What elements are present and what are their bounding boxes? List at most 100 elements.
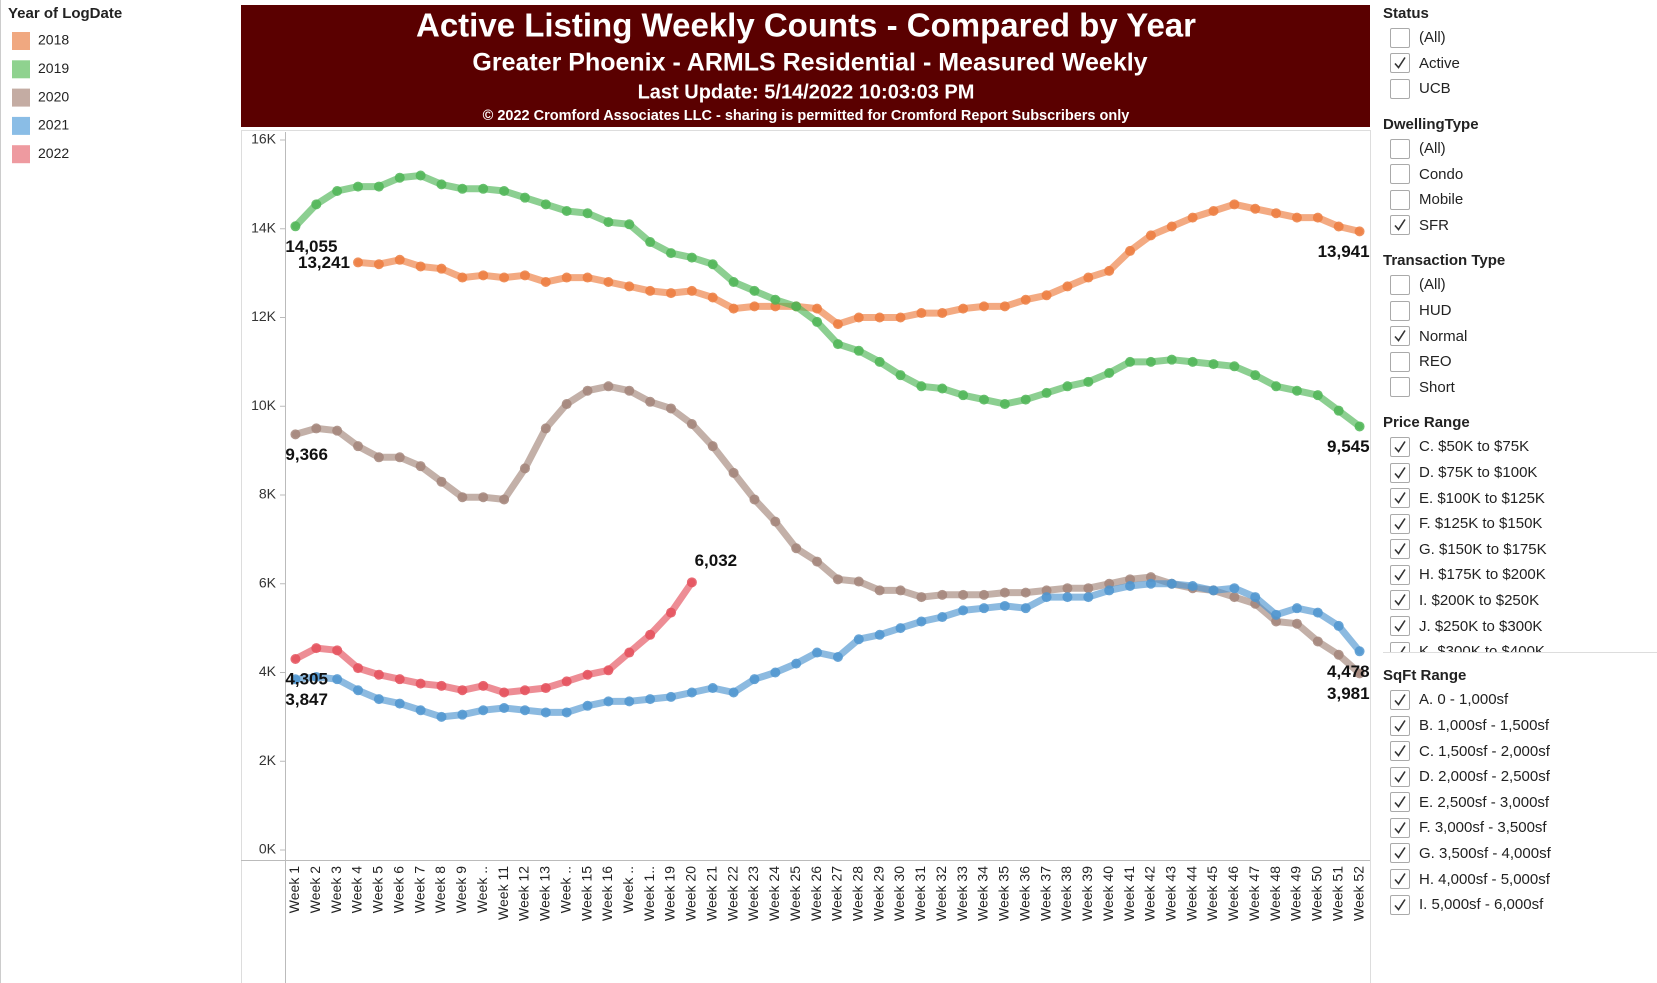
filter-option[interactable]: (All) xyxy=(1383,272,1657,298)
checkbox[interactable] xyxy=(1390,189,1410,210)
data-point xyxy=(749,301,760,312)
checkbox[interactable] xyxy=(1390,138,1410,159)
filter-option[interactable]: I. $200K to $250K xyxy=(1383,588,1657,614)
data-point xyxy=(1062,381,1073,392)
data-point xyxy=(832,574,843,585)
checkbox[interactable] xyxy=(1390,274,1410,295)
checkmark xyxy=(1394,543,1406,556)
checkbox[interactable] xyxy=(1390,564,1410,585)
option-label: I. 5,000sf - 6,000sf xyxy=(1419,896,1544,914)
checkbox[interactable] xyxy=(1390,869,1410,890)
filter-option[interactable]: Mobile xyxy=(1383,187,1657,213)
legend-swatch xyxy=(12,145,30,164)
filter-option[interactable]: Condo xyxy=(1383,161,1657,187)
filter-option[interactable]: H. $175K to $200K xyxy=(1383,562,1657,588)
checkbox[interactable] xyxy=(1390,689,1410,710)
option-label: Normal xyxy=(1419,327,1468,345)
filter-option[interactable]: Short xyxy=(1383,375,1657,401)
checkbox[interactable] xyxy=(1390,326,1410,347)
filter-option[interactable]: (All) xyxy=(1383,136,1657,162)
data-point xyxy=(1020,603,1031,614)
filter-option[interactable]: K. $300K to $400K xyxy=(1383,639,1657,653)
data-point xyxy=(1041,290,1052,301)
filter-list: (All) Condo Mobile SFR xyxy=(1383,136,1657,238)
filter-option[interactable]: C. $50K to $75K xyxy=(1383,434,1657,460)
filter-option[interactable]: C. 1,500sf - 2,000sf xyxy=(1383,738,1657,764)
data-point xyxy=(353,257,364,268)
checkbox[interactable] xyxy=(1390,766,1410,787)
checkmark xyxy=(1394,796,1406,809)
checkbox[interactable] xyxy=(1390,539,1410,560)
filter-option[interactable]: F. 3,000sf - 3,500sf xyxy=(1383,815,1657,841)
checkbox[interactable] xyxy=(1390,351,1410,372)
filter-option[interactable]: E. $100K to $125K xyxy=(1383,485,1657,511)
checkbox[interactable] xyxy=(1390,164,1410,185)
data-point xyxy=(728,276,739,287)
filter-title: Status xyxy=(1383,5,1429,22)
checkbox[interactable] xyxy=(1390,462,1410,483)
data-point xyxy=(1271,208,1282,219)
filter-option[interactable]: D. $75K to $100K xyxy=(1383,460,1657,486)
filter-option[interactable]: I. 5,000sf - 6,000sf xyxy=(1383,892,1657,918)
filter-option[interactable]: J. $250K to $300K xyxy=(1383,613,1657,639)
checkbox[interactable] xyxy=(1390,641,1410,653)
filter-option[interactable]: G. $150K to $175K xyxy=(1383,537,1657,563)
checkmark-path xyxy=(1394,57,1406,70)
checkbox[interactable] xyxy=(1390,817,1410,838)
filter-option[interactable]: UCB xyxy=(1383,76,1657,102)
checkbox[interactable] xyxy=(1390,27,1410,48)
checkbox[interactable] xyxy=(1390,488,1410,509)
filter-option[interactable]: HUD xyxy=(1383,298,1657,324)
x-tick-label: Week 21 xyxy=(703,866,719,921)
legend-swatch xyxy=(12,32,30,50)
filter-option[interactable]: Active xyxy=(1383,51,1657,77)
checkbox[interactable] xyxy=(1390,894,1410,915)
data-point xyxy=(1020,587,1031,598)
checkbox[interactable] xyxy=(1390,616,1410,637)
filter-option[interactable]: G. 3,500sf - 4,000sf xyxy=(1383,841,1657,867)
data-point xyxy=(937,589,948,600)
checkbox[interactable] xyxy=(1390,590,1410,611)
x-tick-label: Week 4 xyxy=(349,866,365,913)
data-point xyxy=(645,396,656,407)
data-point xyxy=(812,303,823,314)
data-point xyxy=(561,205,572,216)
data-point xyxy=(958,390,969,401)
checkbox[interactable] xyxy=(1390,741,1410,762)
filter-option[interactable]: H. 4,000sf - 5,000sf xyxy=(1383,866,1657,892)
data-point xyxy=(1229,361,1240,372)
checkbox[interactable] xyxy=(1390,843,1410,864)
data-point xyxy=(686,252,697,263)
data-point xyxy=(937,612,948,623)
filter-option[interactable]: D. 2,000sf - 2,500sf xyxy=(1383,764,1657,790)
data-point xyxy=(373,694,384,705)
filter-option[interactable]: F. $125K to $150K xyxy=(1383,511,1657,537)
x-tick-label: Week 11 xyxy=(495,866,511,920)
data-point xyxy=(874,356,885,367)
filter-option[interactable]: A. 0 - 1,000sf xyxy=(1383,687,1657,713)
checkbox[interactable] xyxy=(1390,715,1410,736)
filter-option[interactable]: (All) xyxy=(1383,25,1657,51)
data-point xyxy=(832,339,843,350)
y-tick-label: 10K xyxy=(251,397,277,413)
checkbox[interactable] xyxy=(1390,513,1410,534)
data-label: 3,981 xyxy=(1327,684,1370,703)
checkbox[interactable] xyxy=(1390,377,1410,398)
checkbox[interactable] xyxy=(1390,792,1410,813)
data-point xyxy=(1354,421,1365,432)
filter-title: DwellingType xyxy=(1383,115,1479,133)
data-point xyxy=(1062,281,1073,292)
filter-option[interactable]: SFR xyxy=(1383,213,1657,239)
checkbox[interactable] xyxy=(1390,78,1410,99)
filter-option[interactable]: REO xyxy=(1383,349,1657,375)
filter-option[interactable]: Normal xyxy=(1383,323,1657,349)
filter-option[interactable]: E. 2,500sf - 3,000sf xyxy=(1383,790,1657,816)
checkbox[interactable] xyxy=(1390,300,1410,321)
checkbox[interactable] xyxy=(1390,436,1410,457)
checkbox[interactable] xyxy=(1390,53,1410,74)
checkbox[interactable] xyxy=(1390,215,1410,236)
filter-option[interactable]: B. 1,000sf - 1,500sf xyxy=(1383,713,1657,739)
data-point xyxy=(1312,607,1323,618)
data-point xyxy=(499,494,510,505)
legend-title: Year of LogDate xyxy=(8,5,122,22)
